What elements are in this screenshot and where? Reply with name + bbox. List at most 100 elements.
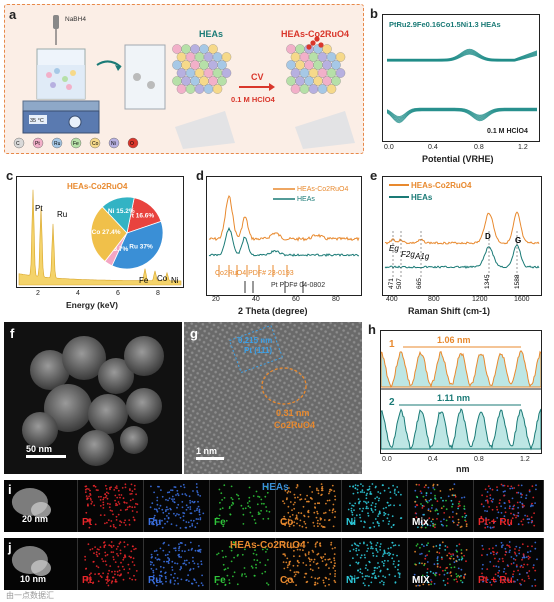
signal-dot [445,499,447,502]
signal-dot [123,521,126,524]
signal-dot [509,522,512,524]
signal-dot [480,515,483,518]
signal-dot [267,583,270,586]
atom [335,68,346,78]
signal-dot [156,510,159,513]
signal-dot [255,490,258,493]
signal-dot [533,512,535,515]
signal-dot [375,549,378,552]
hrtem-lattice [184,322,362,474]
signal-dot [508,544,510,547]
signal-dot [174,579,176,582]
atom [194,52,205,62]
signal-dot [481,494,483,497]
signal-dot [89,489,91,492]
hclo4-label: 0.1 M HClO4 [231,95,276,104]
panel-letter-a: a [9,7,17,22]
panel-letter-e: e [370,168,378,183]
signal-dot [414,500,416,503]
signal-dot [122,558,125,561]
signal-dot [126,543,129,546]
signal-dot [424,555,427,557]
signal-dot [375,544,378,547]
signal-dot [523,580,526,582]
signal-dot [189,568,192,571]
signal-dot [296,518,299,520]
signal-dot [105,578,107,581]
signal-dot [454,494,457,497]
signal-dot [248,542,250,545]
signal-dot [130,483,133,486]
signal-dot [430,580,433,583]
signal-dot [123,545,126,548]
signal-dot [197,584,200,587]
element-map-ru: Ru [144,480,210,532]
signal-dot [251,515,254,517]
signal-dot [112,524,115,526]
signal-dot [317,492,320,495]
map-row-title: HEAs [262,482,289,493]
signal-dot [534,502,536,504]
signal-dot [381,580,383,582]
signal-dot [392,524,395,527]
signal-dot [176,513,178,515]
signal-dot [526,572,528,574]
signal-dot [442,499,444,502]
signal-dot [124,509,127,511]
signal-dot [524,514,526,517]
signal-dot [356,491,359,494]
signal-dot [133,488,136,490]
signal-dot [437,513,439,515]
atom [290,52,301,62]
signal-dot [160,575,163,578]
signal-dot [464,516,466,519]
signal-dot [103,546,106,549]
signal-dot [427,542,429,545]
signal-dot [164,522,166,525]
signal-dot [236,555,239,557]
signal-dot [327,558,330,561]
signal-dot [393,504,395,507]
signal-dot [296,485,299,487]
band-value: 1345 [484,274,491,289]
signal-dot [221,550,224,552]
signal-dot [129,493,132,495]
signal-dot [165,580,167,583]
signal-dot [233,556,235,559]
signal-dot [375,503,377,505]
signal-dot [496,489,499,492]
signal-dot [325,564,327,567]
signal-dot [306,580,309,583]
pie-label: Pt 16.6% [127,212,154,219]
signal-dot [413,573,416,576]
signal-dot [457,502,460,505]
signal-dot [500,483,503,486]
signal-dot [152,577,155,579]
signal-dot [384,576,387,579]
signal-dot [486,578,489,581]
scale-bar [196,457,224,460]
signal-dot [512,557,515,560]
signal-dot [366,575,368,577]
signal-dot [317,567,320,569]
signal-dot [194,526,197,529]
signal-dot [117,489,120,492]
signal-dot [119,520,121,522]
signal-dot [334,495,336,498]
signal-dot [516,579,519,581]
element-map-ptru: Pt + Ru [474,480,544,532]
raman-legend-2: HEAs [411,193,433,202]
signal-dot [153,582,156,585]
signal-dot [427,508,430,511]
signal-dot [198,549,201,551]
signal-dot [106,497,109,500]
signal-dot [428,550,431,553]
signal-dot [186,579,188,581]
signal-dot [179,527,182,529]
signal-dot [363,500,365,503]
signal-dot [349,564,351,567]
signal-dot [285,561,288,564]
signal-dot [190,519,192,522]
signal-dot [89,548,92,551]
signal-dot [133,484,136,487]
